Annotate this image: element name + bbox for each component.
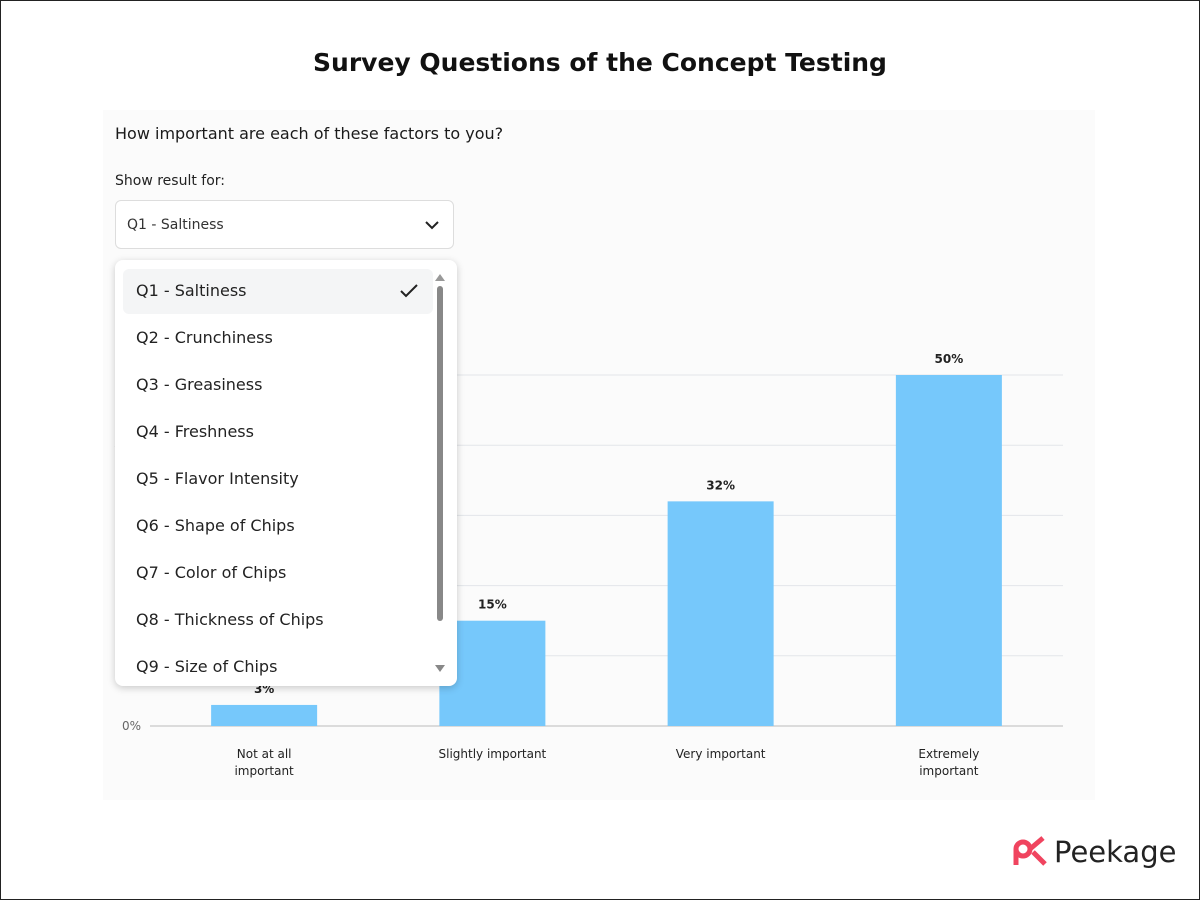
bar	[439, 620, 546, 726]
value-label: 32%	[706, 478, 735, 492]
value-label: 50%	[935, 352, 964, 366]
y-tick-label: 0%	[122, 719, 141, 733]
option: Q1 - Saltiness	[136, 281, 247, 300]
bar	[895, 375, 1002, 726]
dropdown: Q1 - Saltiness Q2 - Crunchiness Q3 - Greas…	[115, 260, 457, 686]
x-tick-label: Extremely important	[918, 747, 980, 778]
option: Q6 - Shape of Chips	[136, 516, 295, 535]
value-label: 15%	[478, 598, 507, 612]
chevron	[425, 221, 439, 230]
highlight	[123, 269, 433, 314]
check	[400, 284, 418, 298]
filter-label: Show result for:	[115, 173, 226, 189]
bar	[211, 704, 318, 726]
option: Q4 - Freshness	[136, 422, 254, 441]
option: Q5 - Flavor Intensity	[136, 469, 299, 488]
brand: Peekage	[1054, 835, 1177, 869]
page-title: Survey Questions of the Concept Testing	[313, 48, 887, 77]
option: Q8 - Thickness of Chips	[136, 610, 324, 629]
option: Q3 - Greasiness	[136, 375, 263, 394]
question: How important are each of these factors …	[115, 124, 504, 143]
x-tick-label: Not at all important	[234, 747, 294, 778]
bar	[667, 501, 774, 726]
option: Q9 - Size of Chips	[136, 657, 278, 676]
select[interactable]: Q1 - Saltiness	[115, 200, 454, 249]
x-tick-label: Slightly important	[438, 747, 547, 761]
scrollbar	[435, 274, 445, 672]
x-tick-label: Very important	[675, 747, 766, 761]
option: Q7 - Color of Chips	[136, 563, 287, 582]
brand-logo	[1013, 836, 1047, 866]
option: Q2 - Crunchiness	[136, 328, 273, 347]
selected-value: Q1 - Saltiness	[127, 217, 224, 233]
